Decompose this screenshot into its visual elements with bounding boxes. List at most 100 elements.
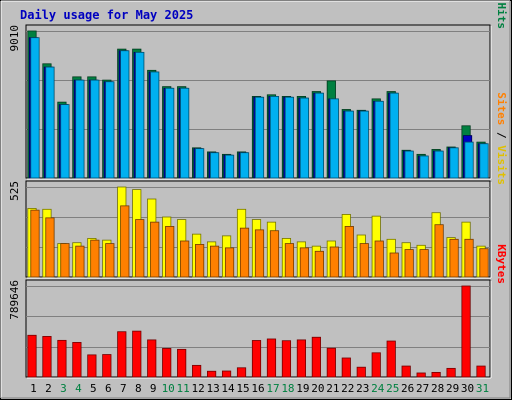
- panel-kbytes: 789646 KBytes: [8, 244, 508, 379]
- x-tick-label: 21: [326, 382, 339, 395]
- bar-kbytes-day-1: [27, 334, 37, 378]
- bar-pages-day-1: [30, 37, 40, 179]
- bar-kbytes-day-17: [266, 338, 277, 378]
- bar-pages-day-8: [135, 51, 145, 179]
- bar-pages-day-30: [464, 141, 474, 179]
- x-tick-label: 9: [150, 382, 157, 395]
- bar-kbytes-day-3: [57, 339, 67, 378]
- x-tick-label: 13: [206, 382, 219, 395]
- series-pages: [30, 37, 489, 179]
- bar-kbytes-day-11: [177, 348, 187, 378]
- bar-pages-day-20: [314, 92, 324, 179]
- bar-sites-day-19: [299, 247, 309, 278]
- bar-kbytes-day-29: [446, 367, 456, 378]
- bar-pages-day-3: [60, 104, 70, 179]
- bar-kbytes-day-15: [236, 367, 247, 378]
- x-tick-label: 12: [192, 382, 205, 395]
- legend-part-hits-files-pages-3: /: [495, 0, 508, 3]
- bar-sites-day-7: [120, 205, 130, 278]
- bar-sites-day-23: [359, 243, 369, 278]
- bar-kbytes-day-2: [42, 336, 52, 378]
- bar-kbytes-day-7: [117, 331, 127, 378]
- x-tick-label: 3: [60, 382, 67, 395]
- x-tick-label: 20: [311, 382, 324, 395]
- bar-kbytes-day-19: [296, 339, 307, 378]
- bar-pages-day-12: [195, 148, 205, 179]
- x-tick-label: 31: [476, 382, 489, 395]
- bar-sites-day-2: [45, 217, 55, 278]
- bar-sites-day-22: [344, 226, 354, 278]
- legend-part-visits-sites-2: Visits: [495, 145, 508, 185]
- bar-kbytes-day-22: [341, 357, 351, 378]
- x-axis-labels: 1 2 3 4 5 6 7 8 9 10 11 12 13 14 15 16 17 18 19 20 21 22 23 24 2…: [30, 382, 489, 395]
- x-tick-label: 30: [461, 382, 474, 395]
- bar-sites-day-6: [105, 243, 115, 278]
- bar-sites-day-10: [165, 226, 175, 278]
- x-tick-label: 5: [90, 382, 97, 395]
- bar-pages-day-9: [150, 71, 160, 179]
- series-sites: [30, 205, 489, 278]
- x-tick-label: 2: [45, 382, 52, 395]
- legend-visits-sites: Sites / Visits: [495, 92, 508, 185]
- bar-pages-day-24: [374, 100, 384, 179]
- chart-title: Daily usage for May 2025: [20, 8, 193, 22]
- bar-pages-day-31: [479, 143, 489, 179]
- panel-visits-sites: 525 Sites / Visits: [8, 92, 508, 279]
- bar-kbytes-day-13: [207, 370, 217, 378]
- y-max-label-kbytes: 789646: [8, 280, 21, 320]
- x-tick-label: 16: [251, 382, 264, 395]
- x-tick-label: 8: [135, 382, 142, 395]
- x-tick-label: 6: [105, 382, 112, 395]
- legend-part-kbytes-0: KBytes: [495, 244, 508, 284]
- x-tick-label: 10: [162, 382, 175, 395]
- bar-pages-day-28: [434, 150, 444, 179]
- bar-kbytes-day-12: [192, 364, 202, 378]
- bar-sites-day-29: [449, 238, 459, 278]
- bar-kbytes-day-4: [72, 342, 82, 378]
- bar-sites-day-1: [30, 209, 40, 278]
- bar-sites-day-5: [90, 239, 100, 278]
- bar-sites-day-17: [269, 230, 280, 278]
- panels-layer: 9010 Pages / Files / Hits 525 Sites / Visit…: [8, 0, 508, 379]
- bar-pages-day-29: [449, 147, 459, 179]
- bar-kbytes-day-23: [356, 366, 366, 378]
- bar-sites-day-8: [135, 219, 145, 278]
- y-max-label-visits-sites: 525: [8, 181, 21, 201]
- x-tick-label: 29: [446, 382, 459, 395]
- bar-kbytes-day-21: [326, 347, 336, 378]
- legend-part-visits-sites-1: /: [495, 125, 508, 145]
- x-tick-label: 4: [75, 382, 82, 395]
- x-tick-label: 7: [120, 382, 127, 395]
- bar-sites-day-31: [479, 248, 489, 278]
- bar-kbytes-day-27: [416, 372, 426, 378]
- bar-pages-day-23: [359, 110, 369, 179]
- bar-kbytes-day-5: [87, 354, 97, 378]
- bar-pages-day-16: [254, 96, 265, 179]
- bar-pages-day-15: [239, 152, 250, 179]
- bar-kbytes-day-14: [221, 370, 232, 378]
- bar-kbytes-day-18: [281, 340, 292, 378]
- bar-sites-day-13: [209, 245, 220, 278]
- bar-sites-day-18: [284, 243, 295, 278]
- x-tick-label: 15: [236, 382, 249, 395]
- bar-kbytes-day-31: [476, 365, 486, 378]
- bar-sites-day-9: [150, 221, 160, 278]
- bar-pages-day-13: [209, 152, 220, 179]
- bar-pages-day-26: [404, 150, 414, 179]
- bar-kbytes-day-30: [461, 285, 471, 378]
- bar-kbytes-day-24: [371, 352, 381, 378]
- legend-part-visits-sites-0: Sites: [495, 92, 508, 125]
- bar-pages-day-10: [165, 87, 175, 179]
- legend-kbytes: KBytes: [495, 244, 508, 284]
- bar-pages-day-19: [299, 97, 309, 179]
- bar-pages-day-21: [329, 98, 339, 179]
- bar-sites-day-16: [254, 229, 265, 278]
- x-tick-label: 1: [30, 382, 37, 395]
- y-max-label-hits-files-pages: 9010: [8, 25, 21, 52]
- bar-sites-day-27: [419, 249, 429, 278]
- bar-sites-day-26: [404, 249, 414, 278]
- x-tick-label: 18: [281, 382, 294, 395]
- x-tick-label: 14: [221, 382, 235, 395]
